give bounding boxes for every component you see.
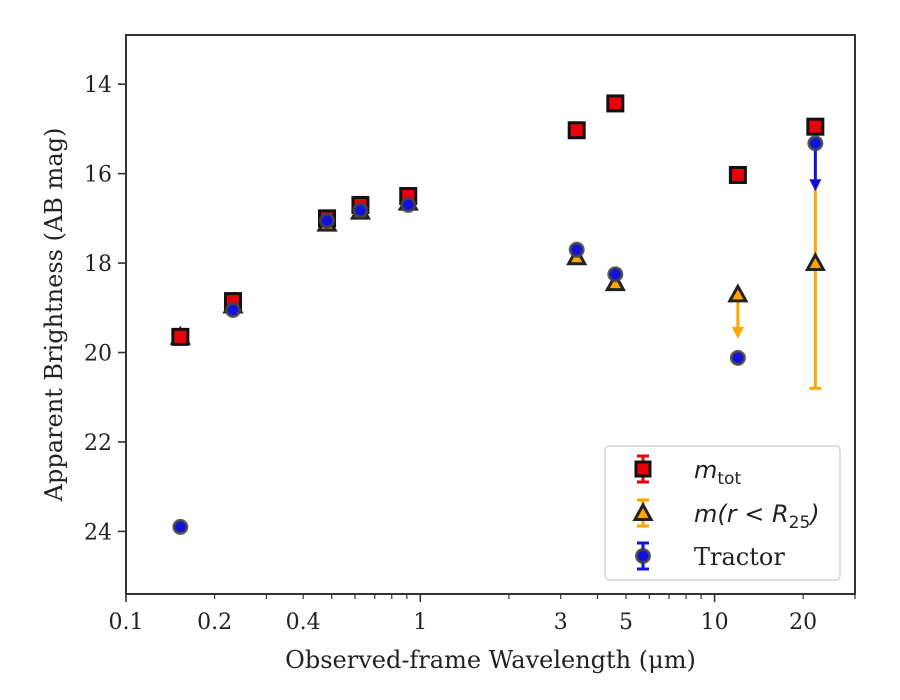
y-tick-label: 20 xyxy=(84,342,112,367)
legend-entry: mtot xyxy=(634,454,741,489)
series-tractor xyxy=(172,135,824,535)
x-axis-label: Observed-frame Wavelength (μm) xyxy=(285,646,696,674)
y-tick-label: 24 xyxy=(84,520,112,545)
limit-arrow-head xyxy=(731,326,744,339)
legend-entry: Tractor xyxy=(635,541,785,571)
x-tick-label: 5 xyxy=(619,610,633,635)
y-axis-label: Apparent Brightness (AB mag) xyxy=(40,128,68,503)
data-point xyxy=(568,241,585,258)
data-point xyxy=(225,302,242,319)
y-tick-label: 22 xyxy=(84,431,112,456)
legend-marker xyxy=(635,548,651,564)
x-tick-label: 3 xyxy=(554,610,568,635)
legend-frame xyxy=(604,445,841,581)
data-point xyxy=(567,121,586,140)
y-tick-label: 18 xyxy=(84,252,112,277)
x-axis: 0.1 0.2 0.4 1 3 5 10 20 xyxy=(109,594,856,635)
legend-marker xyxy=(632,501,654,521)
data-point xyxy=(727,283,749,303)
y-tick-label: 16 xyxy=(84,163,112,188)
legend-label: Tractor xyxy=(694,543,785,571)
x-tick-label: 0.1 xyxy=(109,610,144,635)
x-tick-label: 20 xyxy=(789,610,817,635)
limit-arrow-head xyxy=(809,179,822,192)
data-point xyxy=(604,272,626,292)
series-layer xyxy=(169,94,826,535)
y-axis: 14 16 18 20 22 24 xyxy=(84,73,126,545)
legend-entry: m(r < R25) xyxy=(632,498,820,533)
data-point xyxy=(729,349,746,366)
data-point xyxy=(319,212,336,229)
x-tick-label: 0.2 xyxy=(197,610,232,635)
legend-label: m(r < R25) xyxy=(694,500,820,533)
data-point xyxy=(607,266,624,283)
x-tick-label: 0.4 xyxy=(286,610,321,635)
data-point xyxy=(400,196,417,213)
data-point xyxy=(172,518,189,535)
data-point xyxy=(606,94,625,113)
data-point xyxy=(728,165,747,184)
x-tick-label: 1 xyxy=(413,610,427,635)
legend: mtot m(r < R25) Tractor xyxy=(604,445,841,581)
x-tick-label: 10 xyxy=(701,610,729,635)
y-tick-label: 14 xyxy=(84,73,112,98)
data-point xyxy=(806,117,825,136)
data-point xyxy=(807,135,824,152)
legend-label: mtot xyxy=(694,456,741,489)
legend-marker xyxy=(634,460,652,478)
error-bar xyxy=(809,182,822,390)
data-point xyxy=(171,327,190,346)
data-point xyxy=(804,251,826,272)
data-point xyxy=(352,202,369,219)
